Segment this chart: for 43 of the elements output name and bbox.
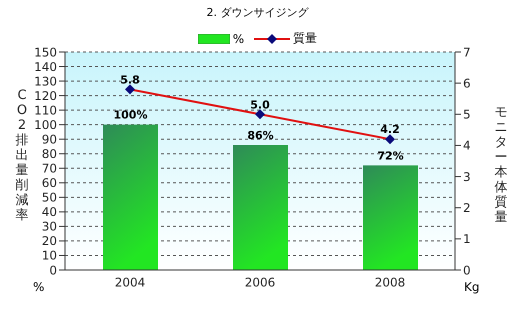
y-tick-label: 0 bbox=[49, 263, 57, 278]
y-tick-label: 150 bbox=[34, 45, 57, 60]
data-label: 72% bbox=[377, 149, 404, 162]
bar bbox=[103, 124, 158, 270]
data-label: 100% bbox=[114, 108, 148, 122]
legend-label: % bbox=[232, 32, 244, 46]
y2-axis-title: モニター本体質量 bbox=[494, 105, 508, 225]
text: Kg bbox=[464, 280, 480, 294]
y-tick-label: 40 bbox=[42, 205, 57, 220]
bar bbox=[233, 145, 288, 270]
y-tick-label: 10 bbox=[42, 248, 57, 263]
data-label: 5.8 bbox=[120, 73, 140, 86]
y-tick-label: 80 bbox=[42, 146, 57, 161]
y2-tick-label: 0 bbox=[463, 263, 471, 278]
y2-tick-label: 6 bbox=[463, 76, 471, 90]
y2-tick-label: 3 bbox=[463, 170, 471, 184]
y-tick-label: 130 bbox=[34, 74, 57, 88]
y-tick-label: 50 bbox=[42, 190, 57, 205]
y2-tick-label: 2 bbox=[463, 200, 471, 215]
y-tick-label: 90 bbox=[42, 132, 57, 146]
y-tick-label: 140 bbox=[34, 60, 57, 74]
y-tick-label: 100 bbox=[34, 118, 57, 132]
bar bbox=[363, 165, 418, 270]
data-label: 5.0 bbox=[250, 98, 270, 112]
y-tick-label: 20 bbox=[42, 234, 57, 248]
y2-tick-label: 4 bbox=[463, 138, 471, 153]
text: % bbox=[33, 280, 44, 294]
y-tick-label: 60 bbox=[42, 176, 57, 190]
y2-tick-label: 7 bbox=[463, 45, 471, 60]
x-tick-label: 2006 bbox=[244, 276, 276, 290]
chart-title: 2. ダウンサイジング bbox=[206, 5, 310, 20]
y-tick-label: 70 bbox=[42, 162, 57, 176]
legend-label: 質量 bbox=[293, 30, 318, 47]
data-label: 4.2 bbox=[380, 123, 400, 136]
x-tick-label: 2004 bbox=[114, 276, 146, 290]
y2-tick-label: 1 bbox=[463, 232, 471, 246]
text: CO2排出量削減率 bbox=[16, 88, 28, 223]
y-tick-label: 30 bbox=[42, 220, 57, 234]
data-label: 86% bbox=[247, 129, 274, 142]
y-tick-label: 120 bbox=[34, 88, 57, 103]
y-tick-label: 110 bbox=[34, 103, 57, 118]
y2-tick-label: 5 bbox=[463, 108, 471, 122]
x-tick-label: 2008 bbox=[374, 276, 406, 290]
